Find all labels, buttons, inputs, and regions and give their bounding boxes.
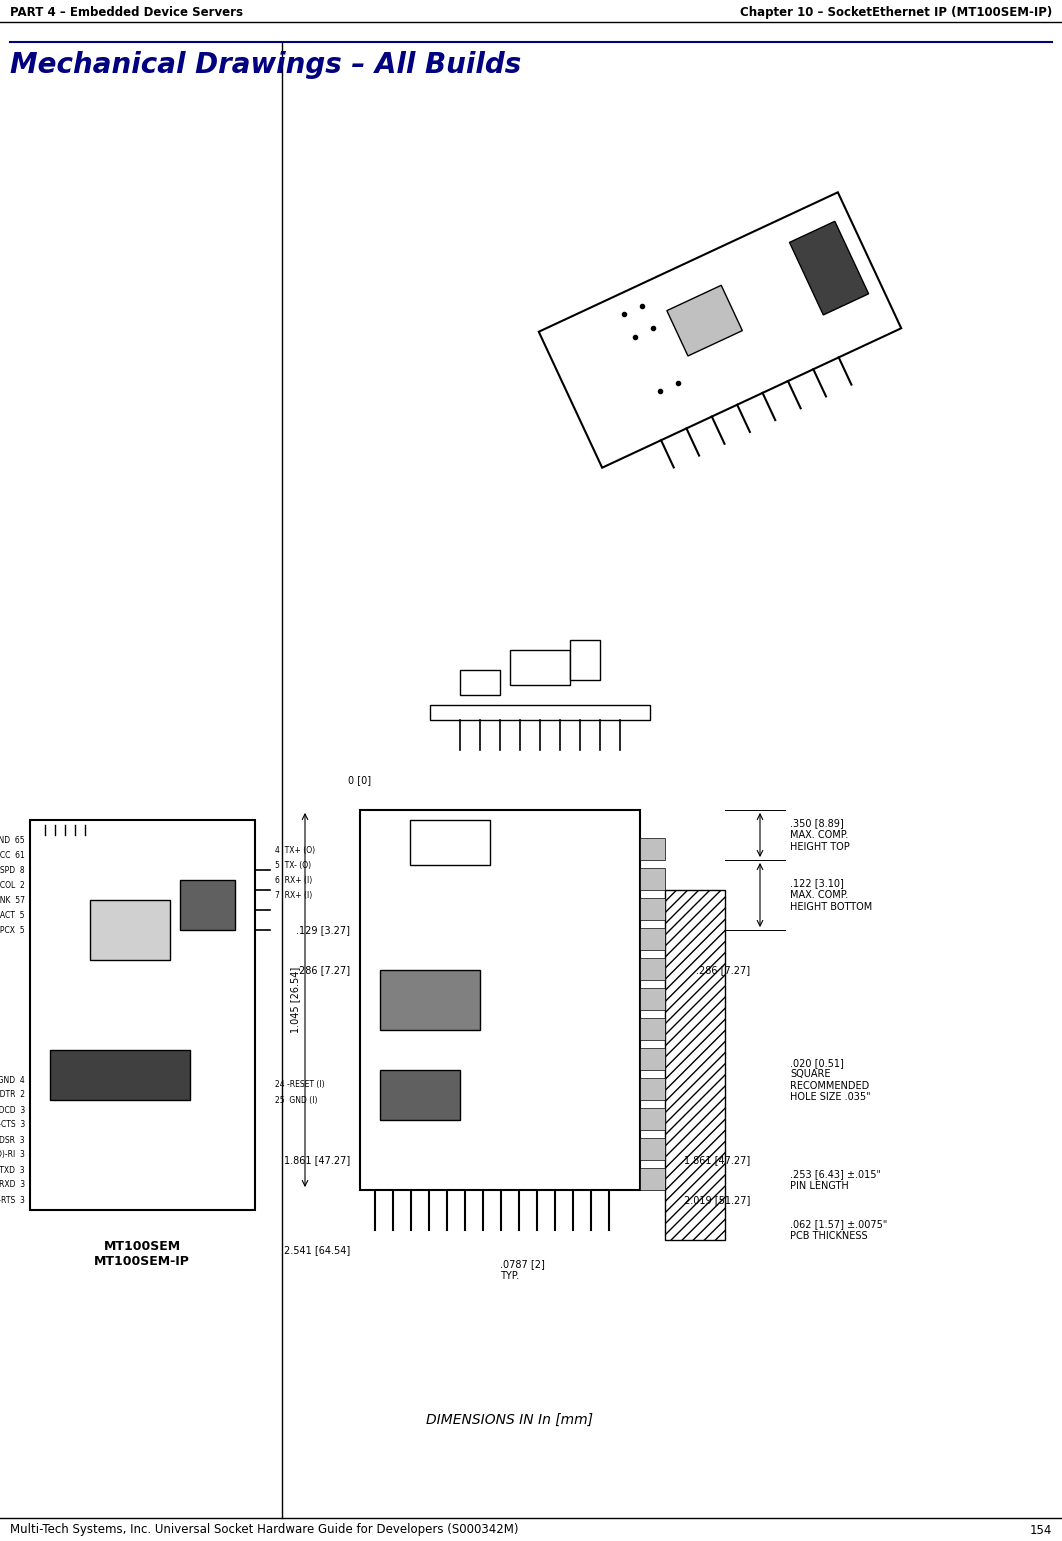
- Polygon shape: [538, 193, 902, 468]
- Text: 154: 154: [1030, 1524, 1052, 1536]
- Bar: [640, 959, 665, 980]
- Bar: [640, 868, 665, 891]
- Text: (O)-RI  3: (O)-RI 3: [0, 1151, 25, 1159]
- Text: .020 [0.51]
SQUARE
RECOMMENDED
HOLE SIZE .035": .020 [0.51] SQUARE RECOMMENDED HOLE SIZE…: [790, 1057, 871, 1102]
- Text: 1.045 [26.54]: 1.045 [26.54]: [290, 966, 299, 1032]
- Bar: [380, 1069, 460, 1120]
- Bar: [430, 704, 650, 720]
- Bar: [640, 1108, 665, 1130]
- Text: 25  GND (I): 25 GND (I): [275, 1096, 318, 1105]
- Text: 5  TX- (O): 5 TX- (O): [275, 860, 311, 869]
- Text: .0787 [2]
TYP.: .0787 [2] TYP.: [500, 1259, 545, 1281]
- Bar: [360, 811, 640, 1190]
- Text: (I)-TXD  3: (I)-TXD 3: [0, 1165, 25, 1174]
- Bar: [570, 640, 600, 680]
- Text: .062 [1.57] ±.0075"
PCB THICKNESS: .062 [1.57] ±.0075" PCB THICKNESS: [790, 1219, 888, 1241]
- Polygon shape: [789, 222, 869, 314]
- Text: (I) DTR  2: (I) DTR 2: [0, 1091, 25, 1099]
- Text: Multi-Tech Systems, Inc. Universal Socket Hardware Guide for Developers (S000342: Multi-Tech Systems, Inc. Universal Socke…: [10, 1524, 518, 1536]
- Bar: [640, 988, 665, 1009]
- Text: (O)-LED SPD  8: (O)-LED SPD 8: [0, 866, 25, 874]
- Text: MT100SEM
MT100SEM-IP: MT100SEM MT100SEM-IP: [95, 1241, 190, 1268]
- Bar: [640, 928, 665, 949]
- Text: (O)-DCD  3: (O)-DCD 3: [0, 1105, 25, 1114]
- Bar: [30, 820, 255, 1210]
- Bar: [640, 1079, 665, 1100]
- Text: (O)-LED PCX  5: (O)-LED PCX 5: [0, 926, 25, 934]
- Bar: [380, 969, 480, 1029]
- Text: .129 [3.27]: .129 [3.27]: [296, 925, 350, 935]
- Text: 6  RX+ (I): 6 RX+ (I): [275, 875, 312, 885]
- Text: 7  RX+ (I): 7 RX+ (I): [275, 891, 312, 900]
- Bar: [640, 1137, 665, 1160]
- Text: Mechanical Drawings – All Builds: Mechanical Drawings – All Builds: [10, 51, 521, 79]
- Text: 2.019 [51.27]: 2.019 [51.27]: [684, 1194, 750, 1205]
- Text: (I)-RTS  3: (I)-RTS 3: [0, 1196, 25, 1205]
- Text: .286 [7.27]: .286 [7.27]: [696, 965, 750, 975]
- Text: (I)-LED LINK  57: (I)-LED LINK 57: [0, 895, 25, 905]
- Text: (O)-LED ACT  5: (O)-LED ACT 5: [0, 911, 25, 920]
- Text: 4  TX+ (O): 4 TX+ (O): [275, 846, 315, 855]
- Text: (I)-CTS  3: (I)-CTS 3: [0, 1120, 25, 1130]
- Text: (C)-DSR  3: (C)-DSR 3: [0, 1136, 25, 1145]
- Text: 0 [0]: 0 [0]: [348, 775, 372, 784]
- Text: Chapter 10 – SocketEthernet IP (MT100SEM-IP): Chapter 10 – SocketEthernet IP (MT100SEM…: [740, 6, 1052, 18]
- Text: DIMENSIONS IN In [mm]: DIMENSIONS IN In [mm]: [427, 1413, 594, 1427]
- Bar: [460, 670, 500, 695]
- Bar: [50, 1049, 190, 1100]
- Bar: [640, 838, 665, 860]
- Text: (I) VCC  61: (I) VCC 61: [0, 851, 25, 860]
- Bar: [90, 900, 170, 960]
- Text: (O)-LED COL  2: (O)-LED COL 2: [0, 880, 25, 889]
- Bar: [510, 650, 570, 686]
- Text: .122 [3.10]
MAX. COMP.
HEIGHT BOTTOM: .122 [3.10] MAX. COMP. HEIGHT BOTTOM: [790, 878, 872, 912]
- Text: 24 -RESET (I): 24 -RESET (I): [275, 1080, 325, 1089]
- Text: 1.861 [47.27]: 1.861 [47.27]: [284, 1156, 350, 1165]
- Bar: [665, 891, 725, 1241]
- Bar: [640, 1048, 665, 1069]
- Bar: [179, 880, 235, 931]
- Text: .350 [8.89]
MAX. COMP.
HEIGHT TOP: .350 [8.89] MAX. COMP. HEIGHT TOP: [790, 818, 850, 852]
- Text: .286 [7.27]: .286 [7.27]: [296, 965, 350, 975]
- Polygon shape: [667, 285, 742, 356]
- Text: (I) GND  4: (I) GND 4: [0, 1076, 25, 1085]
- Bar: [410, 820, 490, 865]
- Text: .253 [6.43] ±.015"
PIN LENGTH: .253 [6.43] ±.015" PIN LENGTH: [790, 1170, 881, 1191]
- Text: 1.861 [47.27]: 1.861 [47.27]: [684, 1156, 750, 1165]
- Bar: [640, 1168, 665, 1190]
- Bar: [640, 898, 665, 920]
- Bar: [640, 1019, 665, 1040]
- Text: 2.541 [64.54]: 2.541 [64.54]: [284, 1245, 350, 1254]
- Text: (I) GND  65: (I) GND 65: [0, 835, 25, 844]
- Text: PART 4 – Embedded Device Servers: PART 4 – Embedded Device Servers: [10, 6, 243, 18]
- Text: (C)-RXD  3: (C)-RXD 3: [0, 1180, 25, 1190]
